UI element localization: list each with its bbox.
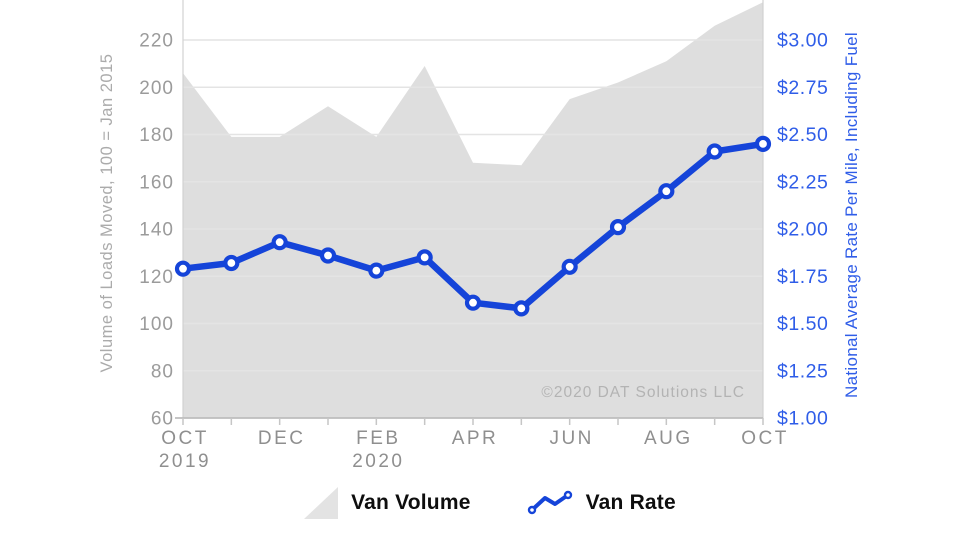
van-rate-marker	[319, 247, 337, 264]
x-tick-label: JUN	[549, 428, 593, 449]
area-triangle-shape	[304, 487, 339, 519]
rate-marker-shape	[527, 505, 536, 515]
right-tick-label: $1.75	[777, 266, 828, 288]
legend-label-van-rate: Van Rate	[585, 491, 676, 514]
left-tick-label: 80	[151, 361, 174, 382]
van-rate-marker	[513, 300, 530, 317]
van-rate-marker	[174, 260, 192, 277]
x-tick-label: DEC	[258, 428, 306, 449]
x-tick-label: 2020	[352, 451, 404, 472]
left-tick-label: 120	[139, 267, 174, 288]
van-rate-marker	[416, 249, 433, 266]
area-swatch-icon	[304, 487, 339, 519]
left-tick-label: 140	[139, 220, 174, 241]
chart-canvas: 60 80 100 120 140 160 180 200 220 $1.00 $1.25 $1.50…	[98, 0, 861, 472]
van-rate-marker	[706, 143, 723, 160]
left-tick-label: 180	[139, 125, 174, 146]
watermark-text: ©2020 DAT Solutions LLC	[541, 384, 745, 401]
right-axis-title: National Average Rate Per Mile, Includin…	[842, 32, 861, 398]
van-rate-marker	[561, 258, 578, 275]
van-rate-marker	[223, 254, 240, 272]
right-tick-label: $3.00	[777, 30, 828, 52]
van-volume-area	[183, 2, 763, 418]
x-tick-label: APR	[452, 428, 499, 449]
chart-legend: Van Volume Van Rate	[0, 487, 980, 519]
left-tick-label: 160	[139, 172, 174, 193]
left-tick-label: 100	[139, 314, 174, 335]
right-tick-label: $1.25	[777, 360, 828, 382]
x-tick-label: 2019	[159, 451, 211, 472]
van-rate-marker	[609, 219, 627, 236]
van-rate-marker	[658, 183, 675, 200]
left-axis-title: Volume of Loads Moved, 100 = Jan 2015	[98, 54, 116, 373]
left-tick-label: 200	[139, 78, 174, 99]
x-tick-label: FEB	[356, 428, 400, 449]
x-tick-label: AUG	[644, 428, 693, 449]
legend-item-van-volume: Van Volume	[304, 487, 470, 519]
legend-label-van-volume: Van Volume	[351, 491, 471, 514]
rate-line-shape	[529, 493, 570, 512]
right-tick-label: $2.50	[777, 124, 828, 146]
right-tick-label: $1.00	[777, 408, 828, 430]
chart-area: 60 80 100 120 140 160 180 200 220 $1.00 $1.25 $1.50…	[98, 0, 861, 472]
right-tick-label: $2.75	[777, 77, 828, 99]
right-tick-label: $2.25	[777, 171, 828, 193]
rate-marker-shape	[563, 490, 572, 500]
van-rate-marker	[368, 262, 385, 279]
van-rate-marker	[271, 234, 288, 251]
x-tick-label: OCT	[741, 428, 789, 449]
right-tick-label: $1.50	[777, 313, 828, 335]
x-tick-label: OCT	[161, 428, 209, 449]
left-tick-label: 220	[139, 31, 174, 52]
legend-item-van-rate: Van Rate	[527, 490, 676, 516]
line-swatch-icon	[527, 490, 572, 515]
van-rate-marker	[754, 135, 772, 152]
right-tick-label: $2.00	[777, 219, 828, 241]
left-tick-label: 60	[151, 409, 174, 430]
van-rate-marker	[464, 294, 482, 311]
